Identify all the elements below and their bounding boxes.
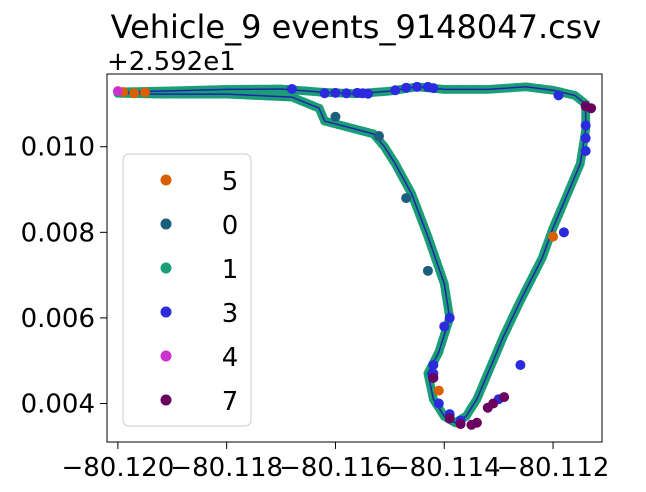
point-series-3 — [580, 146, 591, 157]
point-series-3 — [319, 88, 330, 99]
point-series-3 — [363, 88, 374, 99]
legend-marker-0 — [160, 218, 172, 230]
legend-label-0: 0 — [222, 211, 239, 241]
legend-box — [122, 153, 252, 427]
point-series-7 — [499, 392, 510, 403]
legend: 5 0 1 3 4 7 — [122, 153, 252, 427]
axes-frame — [106, 73, 603, 443]
point-series-3 — [444, 312, 455, 323]
chart-title: Vehicle_9 events_9148047.csv — [111, 8, 602, 46]
point-series-7 — [444, 413, 455, 424]
point-series-0 — [373, 131, 384, 142]
x-tick-label: −80.114 — [388, 453, 501, 483]
point-series-5 — [548, 231, 559, 242]
point-series-0 — [401, 193, 412, 204]
legend-marker-3 — [160, 306, 172, 318]
y-tick-label: 0.010 — [21, 133, 95, 163]
point-series-5 — [129, 88, 140, 99]
point-series-3 — [428, 83, 439, 94]
point-series-3 — [428, 359, 439, 370]
y-tick-label: 0.004 — [21, 389, 95, 419]
point-series-7 — [488, 398, 499, 409]
point-series-7 — [455, 419, 466, 430]
x-axis: −80.120−80.118−80.116−80.114−80.112 — [61, 442, 609, 483]
legend-marker-1 — [160, 262, 172, 274]
point-series-3 — [390, 85, 401, 96]
x-tick-label: −80.116 — [279, 453, 392, 483]
plot-area — [112, 81, 597, 430]
y-offset-label: +2.592e1 — [107, 47, 236, 77]
legend-label-1: 1 — [222, 255, 239, 285]
point-series-3 — [558, 227, 569, 238]
x-tick-label: −80.120 — [61, 453, 174, 483]
point-series-0 — [422, 265, 433, 276]
y-tick-label: 0.006 — [21, 304, 95, 334]
legend-label-7: 7 — [222, 387, 239, 417]
legend-label-3: 3 — [222, 299, 239, 329]
x-tick-label: −80.112 — [497, 453, 610, 483]
point-series-7 — [586, 103, 597, 114]
point-series-7 — [471, 417, 482, 428]
point-series-3 — [580, 120, 591, 131]
legend-marker-4 — [160, 350, 172, 362]
point-series-4 — [112, 86, 123, 97]
y-axis: 0.004 0.006 0.008 0.010 — [21, 133, 107, 419]
point-series-3 — [286, 83, 297, 94]
point-series-3 — [401, 82, 412, 93]
legend-marker-7 — [160, 394, 172, 406]
point-series-0 — [330, 111, 341, 122]
point-series-3 — [580, 133, 591, 144]
legend-label-5: 5 — [222, 167, 239, 197]
point-series-5 — [140, 87, 151, 98]
x-tick-label: −80.118 — [170, 453, 283, 483]
point-series-7 — [428, 372, 439, 383]
point-series-3 — [341, 88, 352, 99]
point-series-3 — [412, 81, 423, 92]
legend-marker-5 — [160, 174, 172, 186]
point-series-3 — [553, 90, 564, 101]
point-series-3 — [433, 398, 444, 409]
point-series-5 — [433, 385, 444, 396]
legend-label-4: 4 — [222, 343, 239, 373]
point-series-3 — [439, 321, 450, 332]
point-series-3 — [515, 359, 526, 370]
y-tick-label: 0.008 — [21, 218, 95, 248]
point-series-3 — [330, 87, 341, 98]
